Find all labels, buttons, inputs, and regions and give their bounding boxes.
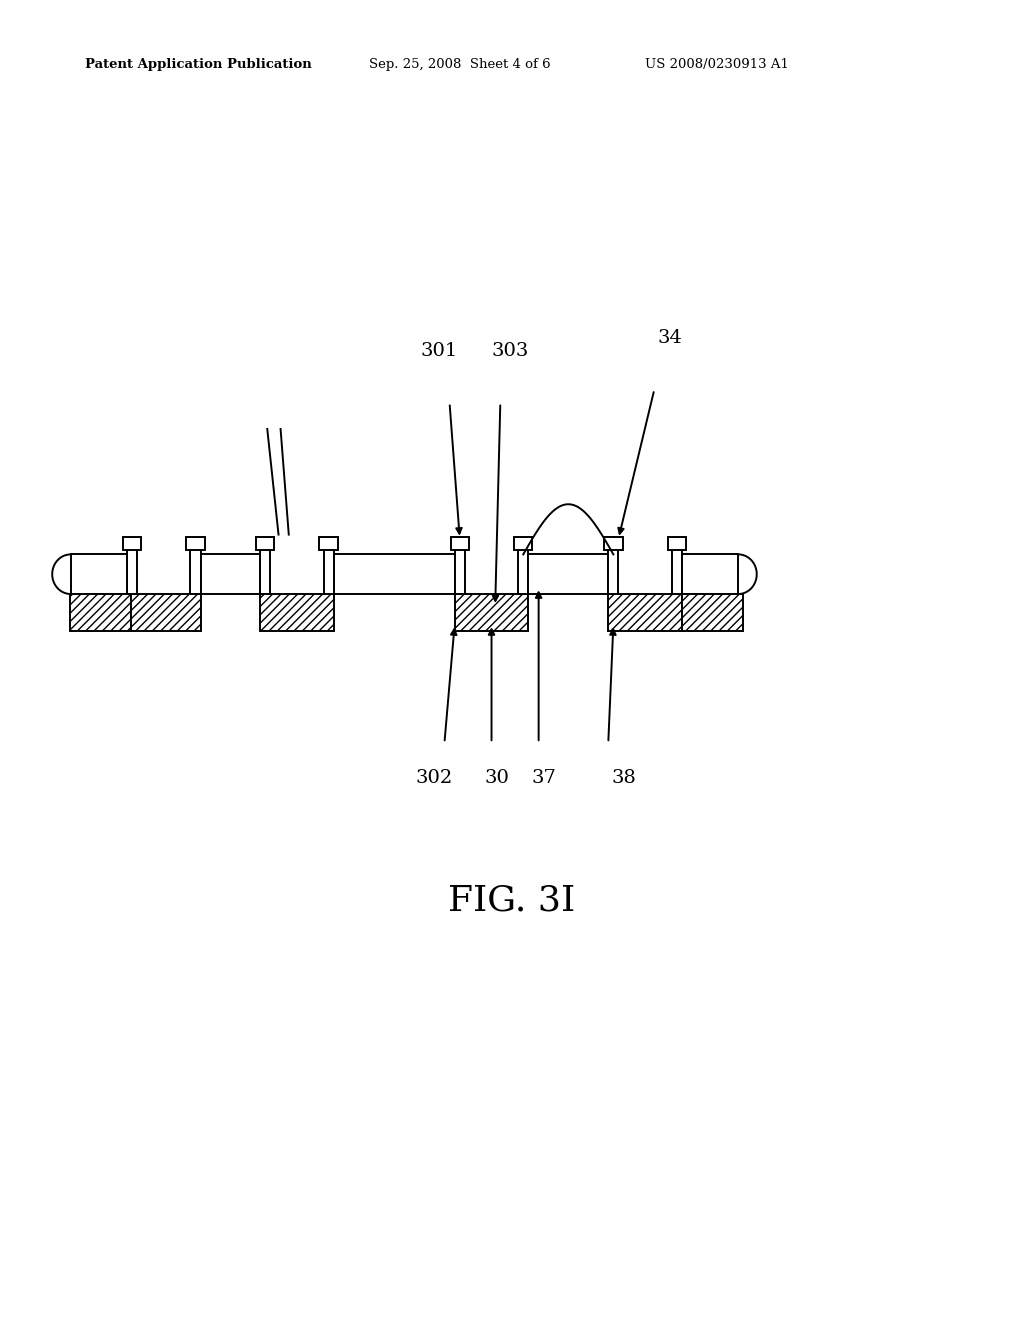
- Bar: [260, 548, 270, 594]
- Bar: [71, 554, 127, 594]
- Bar: [608, 548, 618, 594]
- Text: 301: 301: [421, 342, 458, 360]
- Bar: [451, 537, 469, 550]
- Bar: [260, 594, 334, 631]
- Bar: [608, 594, 682, 631]
- Text: 34: 34: [657, 329, 682, 347]
- Text: 30: 30: [484, 768, 509, 787]
- Bar: [70, 594, 131, 631]
- Bar: [319, 537, 338, 550]
- Bar: [682, 594, 743, 631]
- Bar: [455, 548, 465, 594]
- Text: 302: 302: [416, 768, 453, 787]
- Bar: [256, 537, 274, 550]
- Bar: [682, 554, 738, 594]
- Bar: [190, 548, 201, 594]
- Bar: [123, 537, 141, 550]
- Bar: [668, 537, 686, 550]
- Bar: [528, 554, 608, 594]
- Text: Sep. 25, 2008  Sheet 4 of 6: Sep. 25, 2008 Sheet 4 of 6: [369, 58, 550, 71]
- Bar: [672, 548, 682, 594]
- Bar: [455, 594, 528, 631]
- Text: 37: 37: [531, 768, 556, 787]
- Text: US 2008/0230913 A1: US 2008/0230913 A1: [645, 58, 790, 71]
- Text: 303: 303: [492, 342, 529, 360]
- Text: FIG. 3I: FIG. 3I: [449, 883, 575, 917]
- Bar: [334, 554, 455, 594]
- Bar: [186, 537, 205, 550]
- Bar: [518, 548, 528, 594]
- Bar: [127, 594, 201, 631]
- Bar: [127, 548, 137, 594]
- Bar: [201, 554, 260, 594]
- Bar: [324, 548, 334, 594]
- Text: Patent Application Publication: Patent Application Publication: [85, 58, 311, 71]
- Bar: [514, 537, 532, 550]
- Bar: [604, 537, 623, 550]
- Text: 38: 38: [611, 768, 636, 787]
